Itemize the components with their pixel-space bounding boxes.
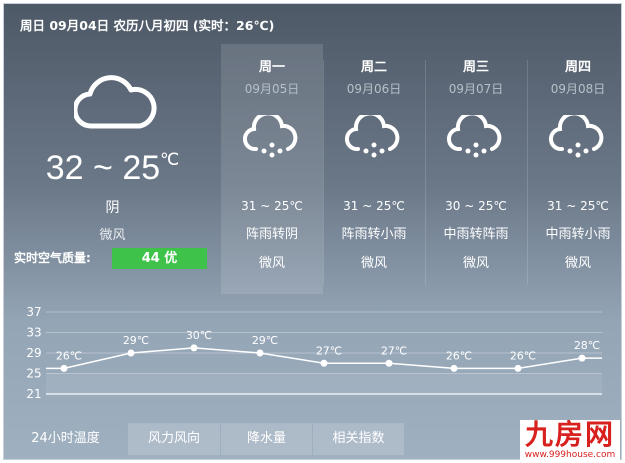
rain-cloud-icon [549,111,604,158]
data-label: 26℃ [446,349,472,362]
data-point [256,349,264,357]
data-label: 30℃ [186,329,212,342]
temperature-chart: 373329252126℃现在29℃11点30℃14点29℃17点27℃20点2… [26,305,602,399]
column-divider [323,60,324,285]
forecast-range: 30 ~ 25℃ [445,199,507,213]
forecast-date: 09月08日 [550,82,606,96]
logo-url: www.999house.com [520,450,620,460]
forecast-wind: 微风 [258,256,285,271]
forecast-date: 09月05日 [244,82,300,96]
forecast-date: 09月07日 [448,82,504,96]
air-quality-label: 实时空气质量: [14,251,91,265]
column-divider [425,60,426,285]
data-label: 26℃ [510,349,536,362]
data-point [190,344,198,352]
y-tick-label: 29 [26,346,41,360]
rain-cloud-icon [243,111,298,158]
forecast-wind: 微风 [462,256,489,271]
tab-wind[interactable]: 风力风向 [128,423,220,455]
logo-text: 九房网 [520,420,620,450]
cloud-icon [74,75,157,129]
data-point [514,364,522,372]
rain-cloud-icon [345,111,400,158]
data-point [320,359,328,367]
forecast-desc: 阵雨转阴 [245,227,298,242]
data-point [578,354,586,362]
date-header: 周日 09月04日 农历八月初四 (实时：26℃) [20,18,275,33]
forecast-date: 09月06日 [346,82,402,96]
data-label: 28℃ [574,339,600,352]
forecast-day[interactable]: 周二 09月06日 31 ~ 25℃ 阵雨转小雨 微风 [323,44,425,294]
data-label: 27℃ [381,344,407,357]
forecast-dow: 周二 [360,60,387,75]
y-tick-label: 37 [26,305,41,319]
tab-precipitation[interactable]: 降水量 [221,423,312,455]
data-label: 26℃ [56,349,82,362]
forecast-day[interactable]: 周一 09月05日 31 ~ 25℃ 阵雨转阴 微风 [221,44,323,294]
forecast-desc: 阵雨转小雨 [341,227,407,242]
today-temp: 32 ~ 25℃ [45,149,180,187]
data-point [450,364,458,372]
tab-24h-temp[interactable]: 24小时温度 [31,431,100,446]
forecast-day[interactable]: 周四 09月08日 31 ~ 25℃ 中雨转小雨 微风 [527,44,625,294]
forecast-dow: 周三 [462,60,489,75]
forecast-range: 31 ~ 25℃ [241,199,303,213]
y-tick-label: 33 [26,326,41,340]
today-wind: 微风 [99,228,126,243]
rain-cloud-icon [447,111,502,158]
chart-band [46,373,602,394]
today-panel: 32 ~ 25℃ 阴 微风 实时空气质量: 44 优 [4,44,221,294]
forecast-day[interactable]: 周三 09月07日 30 ~ 25℃ 中雨转阵雨 微风 [425,44,527,294]
column-divider [527,60,528,285]
forecast-range: 31 ~ 25℃ [343,199,405,213]
air-quality-badge: 44 优 [112,248,207,269]
data-point [127,349,135,357]
forecast-wind: 微风 [564,256,591,271]
data-label: 27℃ [316,344,342,357]
forecast-dow: 周一 [258,60,285,75]
y-tick-label: 25 [26,367,41,381]
forecast-wind: 微风 [360,256,387,271]
data-label: 29℃ [252,334,278,347]
forecast-desc: 中雨转阵雨 [443,227,509,242]
data-point [385,359,393,367]
forecast-dow: 周四 [564,60,591,75]
data-label: 29℃ [123,334,149,347]
forecast-desc: 中雨转小雨 [545,227,611,242]
data-point [60,364,68,372]
today-condition: 阴 [105,200,120,216]
y-tick-label: 21 [26,387,41,399]
weather-widget: 周日 09月04日 农历八月初四 (实时：26℃) 32 ~ 25℃ 阴 微风 … [3,3,622,460]
tab-indices[interactable]: 相关指数 [313,423,404,455]
forecast-range: 31 ~ 25℃ [547,199,609,213]
site-logo: 九房网 www.999house.com [520,420,620,460]
